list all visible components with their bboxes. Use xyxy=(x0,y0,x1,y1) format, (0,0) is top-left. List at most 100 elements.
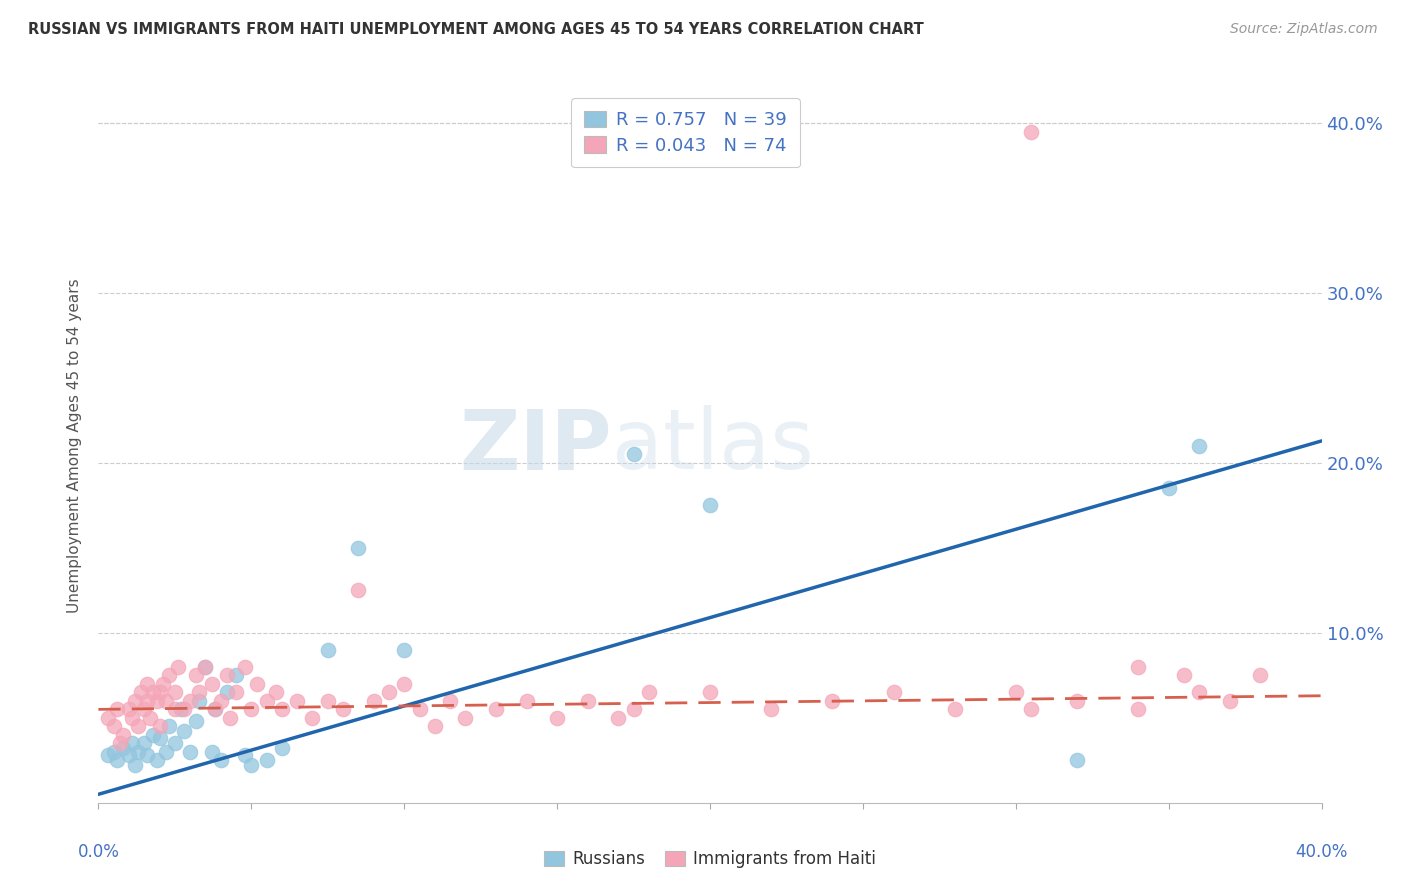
Point xyxy=(108,736,131,750)
Point xyxy=(264,685,287,699)
Point xyxy=(423,719,446,733)
Point xyxy=(1219,694,1241,708)
Point xyxy=(392,643,416,657)
Point xyxy=(97,748,120,763)
Text: ZIP: ZIP xyxy=(460,406,612,486)
Point xyxy=(1188,685,1211,699)
Point xyxy=(1188,439,1211,453)
Point xyxy=(155,694,177,708)
Point xyxy=(285,694,308,708)
Point xyxy=(194,660,217,674)
Point xyxy=(347,583,370,598)
Point xyxy=(121,736,143,750)
Text: RUSSIAN VS IMMIGRANTS FROM HAITI UNEMPLOYMENT AMONG AGES 45 TO 54 YEARS CORRELAT: RUSSIAN VS IMMIGRANTS FROM HAITI UNEMPLO… xyxy=(28,22,924,37)
Point xyxy=(225,668,247,682)
Point xyxy=(149,685,172,699)
Point xyxy=(97,711,120,725)
Point xyxy=(439,694,461,708)
Point xyxy=(188,694,211,708)
Point xyxy=(111,741,134,756)
Point xyxy=(699,685,721,699)
Point xyxy=(454,711,477,725)
Point xyxy=(943,702,966,716)
Point xyxy=(576,694,599,708)
Point xyxy=(485,702,508,716)
Point xyxy=(145,753,167,767)
Text: atlas: atlas xyxy=(612,406,814,486)
Point xyxy=(157,719,180,733)
Point xyxy=(134,702,156,716)
Point xyxy=(124,694,146,708)
Point xyxy=(167,660,190,674)
Point xyxy=(149,719,172,733)
Point xyxy=(1173,668,1195,682)
Point xyxy=(270,741,292,756)
Point xyxy=(179,745,201,759)
Point xyxy=(118,748,141,763)
Point xyxy=(883,685,905,699)
Text: 40.0%: 40.0% xyxy=(1295,843,1348,861)
Point xyxy=(194,660,217,674)
Point xyxy=(118,702,141,716)
Legend: Russians, Immigrants from Haiti: Russians, Immigrants from Haiti xyxy=(536,842,884,877)
Point xyxy=(219,711,242,725)
Point xyxy=(129,685,152,699)
Point xyxy=(188,685,211,699)
Point xyxy=(332,702,354,716)
Point xyxy=(408,702,430,716)
Point xyxy=(516,694,538,708)
Point xyxy=(105,753,128,767)
Point xyxy=(200,745,222,759)
Point xyxy=(136,748,159,763)
Point xyxy=(173,702,195,716)
Point xyxy=(623,448,645,462)
Point xyxy=(1157,482,1180,496)
Point xyxy=(821,694,844,708)
Point xyxy=(759,702,782,716)
Point xyxy=(623,702,645,716)
Point xyxy=(204,702,226,716)
Point xyxy=(103,745,125,759)
Point xyxy=(127,719,149,733)
Point xyxy=(316,643,339,657)
Point xyxy=(215,685,238,699)
Point xyxy=(1128,660,1150,674)
Point xyxy=(173,724,195,739)
Point xyxy=(149,731,172,746)
Point xyxy=(209,753,232,767)
Point xyxy=(124,758,146,772)
Point xyxy=(347,541,370,555)
Point xyxy=(256,753,278,767)
Point xyxy=(209,694,232,708)
Point xyxy=(1019,702,1042,716)
Point xyxy=(1004,685,1026,699)
Point xyxy=(121,711,143,725)
Point xyxy=(155,745,177,759)
Point xyxy=(103,719,125,733)
Point xyxy=(134,736,156,750)
Point xyxy=(240,702,263,716)
Point xyxy=(163,702,186,716)
Point xyxy=(256,694,278,708)
Point xyxy=(246,677,269,691)
Point xyxy=(699,499,721,513)
Point xyxy=(200,677,222,691)
Point xyxy=(1249,668,1271,682)
Point xyxy=(1128,702,1150,716)
Point xyxy=(1066,694,1088,708)
Point xyxy=(145,694,167,708)
Point xyxy=(240,758,263,772)
Point xyxy=(105,702,128,716)
Point xyxy=(546,711,568,725)
Point xyxy=(204,702,226,716)
Point xyxy=(157,668,180,682)
Point xyxy=(152,677,174,691)
Point xyxy=(163,685,186,699)
Y-axis label: Unemployment Among Ages 45 to 54 years: Unemployment Among Ages 45 to 54 years xyxy=(66,278,82,614)
Point xyxy=(179,694,201,708)
Point xyxy=(186,668,208,682)
Point xyxy=(142,728,165,742)
Point xyxy=(316,694,339,708)
Point xyxy=(163,736,186,750)
Point xyxy=(136,677,159,691)
